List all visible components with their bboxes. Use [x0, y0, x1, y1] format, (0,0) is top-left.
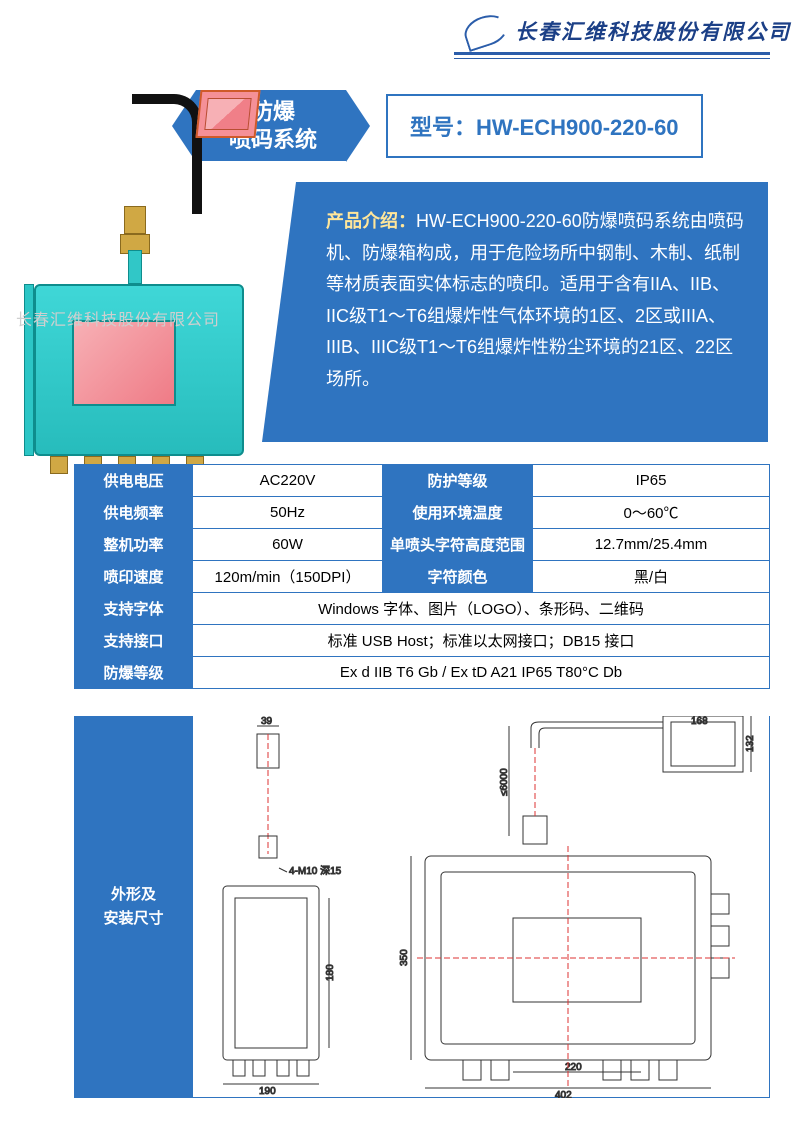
- spec-key: 防爆等级: [75, 657, 193, 689]
- spec-key: 使用环境温度: [383, 497, 533, 529]
- table-row: 供电电压AC220V防护等级IP65: [75, 465, 770, 497]
- spec-value: AC220V: [193, 465, 383, 497]
- spec-key: 供电频率: [75, 497, 193, 529]
- dimensions-row: 外形及安装尺寸 39 4-M10 深15: [74, 716, 770, 1098]
- intro-text: HW-ECH900-220-60防爆喷码系统由喷码机、防爆箱构成，用于危险场所中…: [326, 211, 744, 389]
- dim-head-w: 168: [691, 716, 708, 727]
- company-name: 长春汇维科技股份有限公司: [515, 16, 791, 46]
- intro-panel: 产品介绍：HW-ECH900-220-60防爆喷码系统由喷码机、防爆箱构成，用于…: [296, 182, 768, 442]
- watermark-text: 长春汇维科技股份有限公司: [16, 306, 220, 330]
- table-row: 供电频率50Hz使用环境温度0～60℃: [75, 497, 770, 529]
- spec-key: 防护等级: [383, 465, 533, 497]
- model-label: 型号：: [410, 115, 476, 140]
- product-illustration: [20, 90, 266, 450]
- spec-value: 黑/白: [533, 561, 770, 593]
- page-header: 长春汇维科技股份有限公司: [0, 14, 794, 72]
- spec-key: 单喷头字符高度范围: [383, 529, 533, 561]
- device-gland-icon: [124, 206, 146, 234]
- spec-value: 0～60℃: [533, 497, 770, 529]
- spec-value: 120m/min（150DPI）: [193, 561, 383, 593]
- intro-label: 产品介绍：: [326, 211, 416, 231]
- table-row: 支持字体Windows 字体、图片（LOGO）、条形码、二维码: [75, 593, 770, 625]
- company-logo-icon: [462, 14, 512, 50]
- table-row: 整机功率60W单喷头字符高度范围12.7mm/25.4mm: [75, 529, 770, 561]
- spec-key: 字符颜色: [383, 561, 533, 593]
- model-box: 型号：HW-ECH900-220-60: [386, 94, 703, 158]
- dim-side-w: 190: [259, 1086, 276, 1097]
- dim-cable: ≤6000: [499, 768, 510, 796]
- datasheet-page: 长春汇维科技股份有限公司 防爆 喷码系统 型号：HW-ECH900-220-60…: [0, 0, 794, 1123]
- dim-box-w: 402: [555, 1090, 572, 1098]
- dim-mount-note: 4-M10 深15: [289, 865, 342, 877]
- spec-value: Windows 字体、图片（LOGO）、条形码、二维码: [193, 593, 770, 625]
- dim-head-h: 132: [745, 735, 756, 752]
- spec-key: 支持接口: [75, 625, 193, 657]
- spec-value: 标准 USB Host；标准以太网接口；DB15 接口: [193, 625, 770, 657]
- spec-value: 60W: [193, 529, 383, 561]
- dim-top-small: 39: [261, 716, 273, 727]
- table-row: 支持接口标准 USB Host；标准以太网接口；DB15 接口: [75, 625, 770, 657]
- device-cable-icon: [132, 94, 202, 214]
- spec-key: 整机功率: [75, 529, 193, 561]
- spec-value: Ex d IIB T6 Gb / Ex tD A21 IP65 T80°C Db: [193, 657, 770, 689]
- table-row: 防爆等级Ex d IIB T6 Gb / Ex tD A21 IP65 T80°…: [75, 657, 770, 689]
- spec-value: IP65: [533, 465, 770, 497]
- dim-box-h: 350: [399, 949, 410, 966]
- model-value: HW-ECH900-220-60: [476, 115, 679, 140]
- spec-key: 喷印速度: [75, 561, 193, 593]
- table-row: 喷印速度120m/min（150DPI）字符颜色黑/白: [75, 561, 770, 593]
- header-divider-thin: [454, 58, 770, 59]
- title-bar: 防爆 喷码系统 型号：HW-ECH900-220-60: [196, 90, 703, 161]
- spec-value: 50Hz: [193, 497, 383, 529]
- spec-key: 支持字体: [75, 593, 193, 625]
- spec-key: 供电电压: [75, 465, 193, 497]
- device-printhead-icon: [195, 90, 260, 138]
- dimensions-label: 外形及安装尺寸: [75, 716, 193, 1097]
- dim-side-h: 180: [325, 964, 336, 981]
- header-divider: [454, 52, 770, 55]
- dimensions-drawing: 39 4-M10 深15 180: [193, 716, 769, 1097]
- device-stem-icon: [128, 250, 142, 284]
- spec-value: 12.7mm/25.4mm: [533, 529, 770, 561]
- spec-table: 供电电压AC220V防护等级IP65供电频率50Hz使用环境温度0～60℃整机功…: [74, 464, 770, 689]
